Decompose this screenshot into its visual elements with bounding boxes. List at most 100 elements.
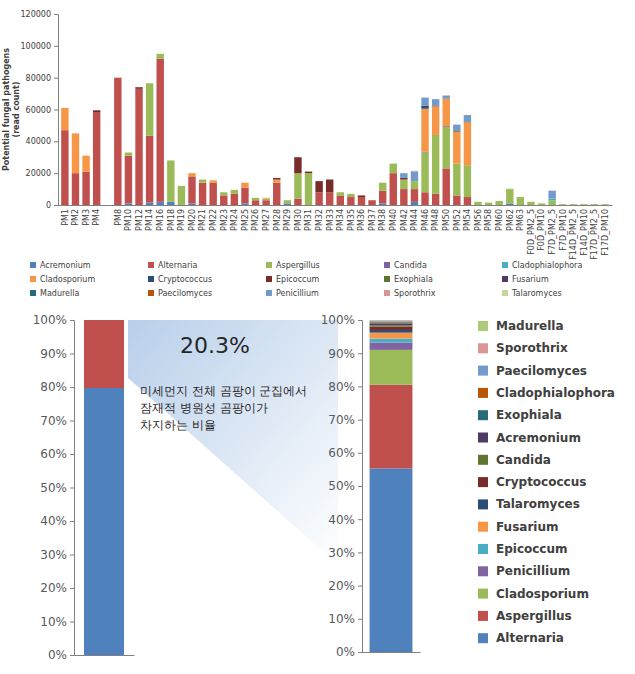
bar-segment [432, 106, 439, 107]
bar-segment [146, 83, 153, 84]
bar-segment [337, 192, 344, 193]
x-tick: PM27 [262, 205, 271, 231]
bar-segment [570, 204, 577, 205]
bar-segment [517, 197, 524, 198]
bar-segment [188, 173, 195, 174]
bar-segment [220, 195, 227, 205]
bar-segment [538, 203, 545, 204]
annotation-big: 20.3% [180, 333, 250, 358]
bar-segment [368, 200, 375, 201]
bar-segment [231, 189, 238, 190]
bar-segment [209, 180, 216, 182]
x-tick: PM16 [156, 205, 165, 231]
legend-label: Cladophialophora [496, 386, 615, 400]
x-tick-label: PM27 [262, 209, 271, 231]
bar-segment [125, 152, 132, 153]
bar-segment [390, 163, 397, 164]
bar-series [370, 330, 413, 333]
legend-swatch [478, 321, 488, 331]
legend-label: Cladosporium [40, 275, 95, 284]
y-tick-mark [358, 453, 362, 454]
x-tick: PM44 [410, 205, 419, 231]
bar-segment [284, 200, 291, 201]
bar-segment [252, 197, 259, 198]
bar-segment [262, 199, 269, 201]
bar-segment [601, 204, 608, 205]
x-tick: PM20 [188, 205, 197, 231]
bar-segment [538, 203, 545, 204]
bar-segment [209, 180, 216, 181]
legend-item: Candida [384, 261, 427, 270]
x-tick: PM1 [61, 205, 70, 226]
bar-segment [199, 180, 206, 183]
bar-segment [104, 205, 111, 206]
bar-segment [347, 197, 354, 205]
bar-segment [305, 171, 312, 172]
y-tick-label: 50% [40, 481, 67, 495]
x-tick-label: PM12 [135, 209, 144, 231]
bar-segment [495, 201, 502, 202]
legend-swatch [478, 544, 488, 554]
bar-segment [559, 204, 566, 205]
bar-segment [167, 160, 174, 161]
bar-segment [370, 343, 413, 350]
y-tick-mark [358, 652, 362, 653]
bar-segment [390, 163, 397, 164]
bar-segment [538, 203, 545, 205]
bar-segment [538, 203, 545, 204]
legend-item: Talaromyces [502, 289, 562, 298]
bar-segment [485, 203, 492, 205]
chart-root: 020000400006000080000100000120000PM1PM2P… [0, 0, 635, 674]
bar-segment [474, 201, 481, 202]
bar-segment [252, 197, 259, 198]
bar-segment [485, 202, 492, 203]
bar-segment [495, 201, 502, 202]
legend-item: Sporothrix [384, 289, 436, 298]
y-tick-label: 10% [328, 612, 355, 626]
bar-segment [527, 201, 534, 202]
bar-segment [464, 197, 471, 205]
y-tick: 70% [328, 413, 362, 427]
bar-series [548, 199, 555, 201]
bar-segment [167, 160, 174, 161]
bar-segment [370, 321, 413, 323]
x-tick: PM32 [315, 205, 324, 231]
bar-series [370, 322, 413, 324]
legend-swatch [478, 611, 488, 621]
bar-segment [559, 204, 566, 205]
bar-segment [125, 152, 132, 153]
bar-segment [114, 77, 121, 78]
bar-segment [591, 204, 598, 205]
bar-segment [252, 197, 259, 198]
bar-segment [495, 201, 502, 202]
x-tick: PM38 [378, 205, 387, 231]
bar-segment [400, 173, 407, 178]
y-tick-mark [70, 488, 74, 489]
legend-label: Epicoccum [276, 275, 320, 284]
bar-segment [157, 53, 164, 54]
x-tick-label: PM29 [283, 209, 292, 231]
bar-segment [390, 163, 397, 164]
bar-segment [294, 157, 301, 158]
bar-segment [527, 201, 534, 202]
x-tick: PM12 [135, 205, 144, 231]
bar-segment [305, 171, 312, 172]
bar-segment [548, 190, 555, 191]
bar-segment [84, 320, 124, 388]
bar-segment [262, 200, 269, 205]
bar-segment [326, 179, 333, 180]
bar-segment [506, 189, 513, 190]
legend-label: Sporothrix [394, 289, 436, 298]
bar-segment [178, 185, 185, 186]
bar-segment [157, 53, 164, 54]
bar-segment [135, 87, 142, 88]
bar-segment [61, 107, 68, 108]
x-tick-label: PM3 [82, 209, 91, 226]
bar-segment [506, 189, 513, 190]
y-tick-mark [54, 141, 58, 142]
bar-segment [337, 192, 344, 193]
y-tick-mark [358, 386, 362, 387]
legend-label: Epicoccum [496, 542, 568, 556]
legend-item: Aspergillus [478, 609, 572, 623]
bar-segment [252, 197, 259, 198]
